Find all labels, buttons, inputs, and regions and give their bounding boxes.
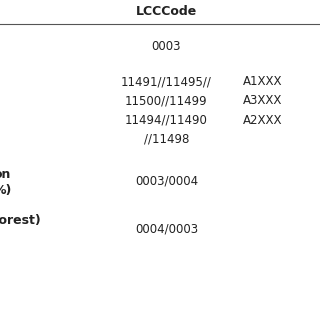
Text: %): %) (0, 184, 12, 197)
Text: 0004/0003: 0004/0003 (135, 222, 198, 235)
Text: 11500//11499: 11500//11499 (125, 94, 208, 107)
Text: 0003/0004: 0003/0004 (135, 174, 198, 187)
Text: on: on (0, 168, 11, 181)
Text: 11491//11495//: 11491//11495// (121, 75, 212, 88)
Text: A1XXX: A1XXX (243, 75, 283, 88)
Text: 0003: 0003 (152, 40, 181, 53)
Text: 11494//11490: 11494//11490 (125, 114, 208, 126)
Text: LCCCode: LCCCode (136, 5, 197, 18)
Text: forest): forest) (0, 214, 41, 227)
Text: //11498: //11498 (144, 133, 189, 146)
Text: A3XXX: A3XXX (243, 94, 283, 107)
Text: A2XXX: A2XXX (243, 114, 283, 126)
